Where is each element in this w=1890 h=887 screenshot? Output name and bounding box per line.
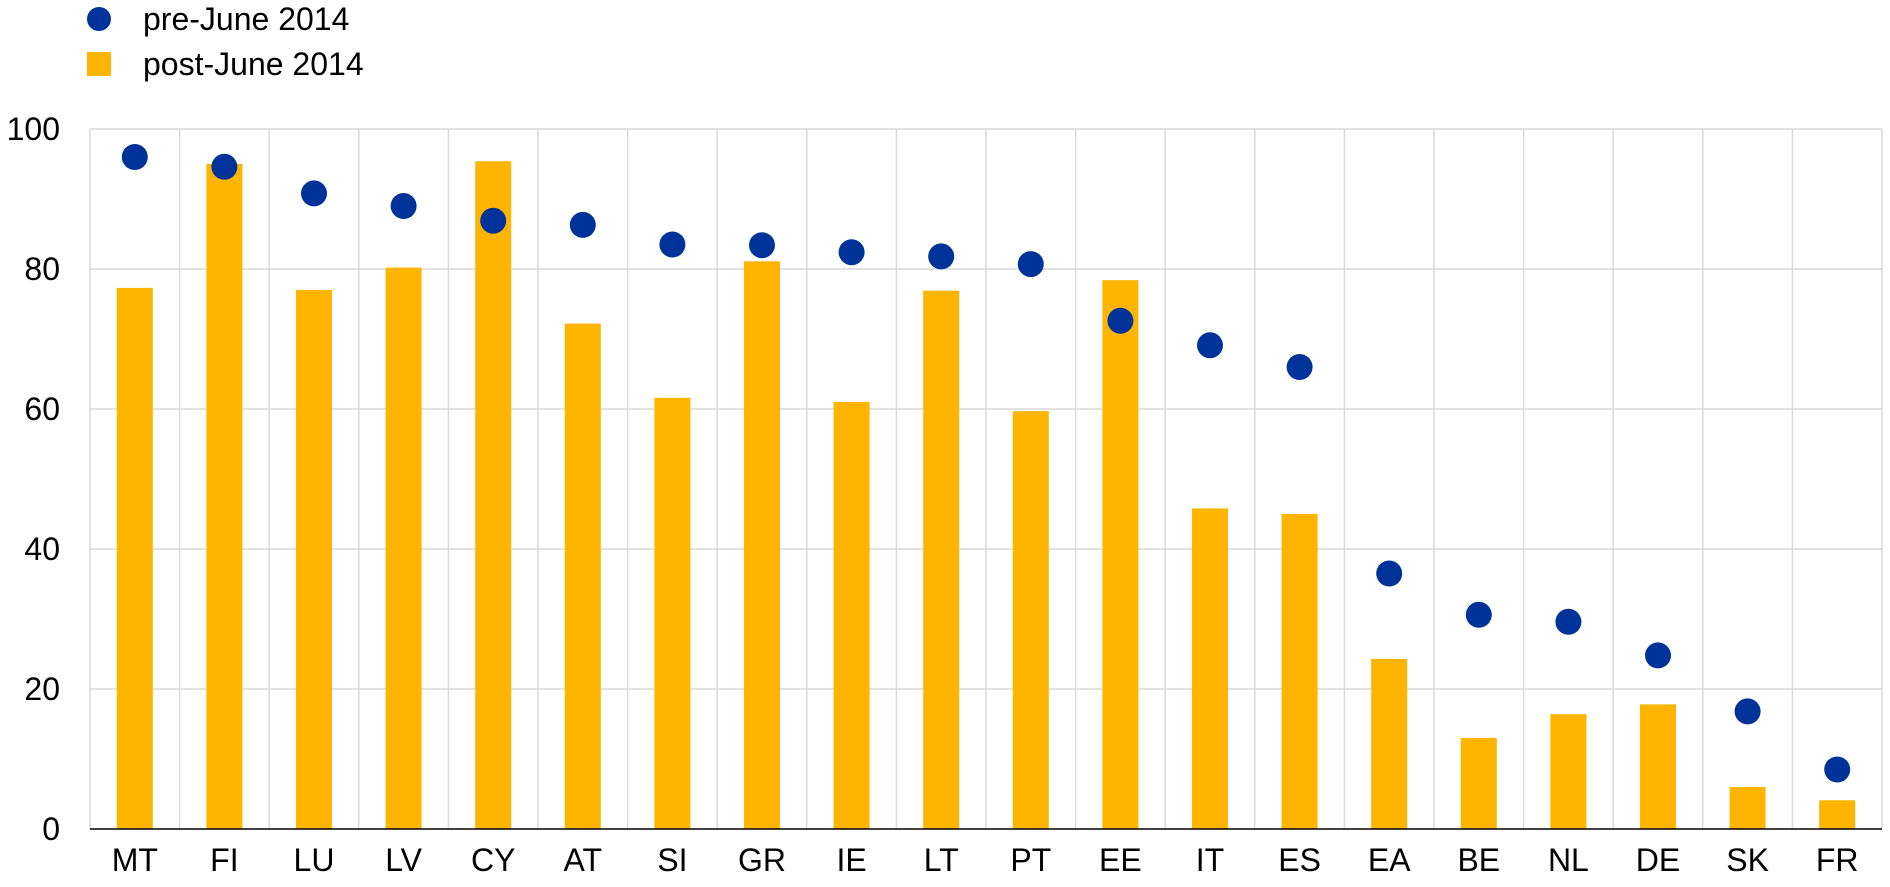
bar-post-june-2014-sk [1729,787,1766,829]
bar-post-june-2014-ee [1102,280,1139,829]
y-tick-label: 20 [24,671,60,707]
x-tick-label: NL [1548,842,1589,878]
dot-pre-june-2014-be [1465,601,1492,628]
dot-pre-june-2014-pt [1017,251,1044,278]
x-tick-label: LT [924,842,959,878]
x-tick-label: SK [1726,842,1769,878]
dot-pre-june-2014-lt [928,243,955,270]
x-tick-label: GR [738,842,786,878]
legend-label-post-june-2014: post-June 2014 [143,46,364,82]
dot-pre-june-2014-es [1286,354,1313,380]
bar-post-june-2014-de [1640,704,1676,829]
dot-pre-june-2014-si [659,231,686,258]
x-tick-label: BE [1457,842,1500,878]
x-tick-label: FI [210,842,238,878]
bar-post-june-2014-cy [475,161,512,829]
x-tick-label: FR [1816,842,1859,878]
x-tick-label: IT [1196,842,1224,878]
bar-post-june-2014-fi [206,164,243,829]
bar-post-june-2014-ea [1371,658,1408,829]
dot-pre-june-2014-fi [211,153,238,180]
dot-pre-june-2014-fr [1824,756,1851,783]
y-tick-label: 60 [24,391,60,427]
x-tick-label: CY [471,842,515,878]
x-tick-label: LU [294,842,335,878]
y-tick-label: 100 [7,111,60,147]
dot-pre-june-2014-mt [121,144,148,170]
bar-post-june-2014-pt [1012,411,1049,829]
bar-post-june-2014-ie [833,402,870,829]
x-tick-label: IE [836,842,866,878]
bar-post-june-2014-be [1460,738,1497,829]
dot-pre-june-2014-de [1645,642,1671,669]
x-tick-label: EA [1368,842,1411,878]
dot-pre-june-2014-it [1197,332,1223,359]
dot-pre-june-2014-cy [480,207,507,234]
x-tick-label: LV [385,842,422,878]
bar-post-june-2014-at [564,323,601,829]
legend: pre-June 2014 post-June 2014 [87,1,364,82]
dot-pre-june-2014-ie [838,239,865,266]
bar-post-june-2014-nl [1550,714,1587,829]
bar-post-june-2014-es [1281,514,1318,829]
bar-post-june-2014-gr [744,261,780,829]
y-tick-label: 80 [24,251,60,287]
dot-pre-june-2014-at [569,211,596,238]
plot-area: 0 20 40 60 80 100 MT FI LU LV CY AT SI GR IE LT PT EE IT ES… [7,111,1883,878]
dot-pre-june-2014-gr [749,232,775,259]
y-tick-label: 40 [24,531,60,567]
bar-post-june-2014-it [1192,508,1228,829]
bar-post-june-2014-si [654,397,691,829]
bar-post-june-2014-fr [1819,800,1856,829]
dot-pre-june-2014-nl [1555,608,1582,635]
x-tick-label: DE [1636,842,1680,878]
legend-marker-post-june-2014 [87,52,111,76]
bar-post-june-2014-lv [385,267,422,830]
bar-post-june-2014-mt [116,287,153,829]
y-tick-label: 0 [42,811,60,847]
legend-label-pre-june-2014: pre-June 2014 [143,1,349,37]
x-tick-label: MT [112,842,158,878]
x-tick-label: SI [657,842,687,878]
dot-pre-june-2014-lv [390,193,417,219]
dot-pre-june-2014-sk [1734,698,1761,725]
x-tick-label: AT [564,842,603,878]
bar-post-june-2014-lu [296,290,332,829]
legend-marker-pre-june-2014 [87,7,111,31]
dot-pre-june-2014-ee [1107,307,1134,334]
dot-pre-june-2014-ea [1376,560,1403,587]
x-tick-label: ES [1278,842,1321,878]
bar-post-june-2014-lt [923,290,960,829]
x-tick-label: PT [1010,842,1051,878]
dot-pre-june-2014-lu [301,180,327,207]
x-tick-label: EE [1099,842,1142,878]
